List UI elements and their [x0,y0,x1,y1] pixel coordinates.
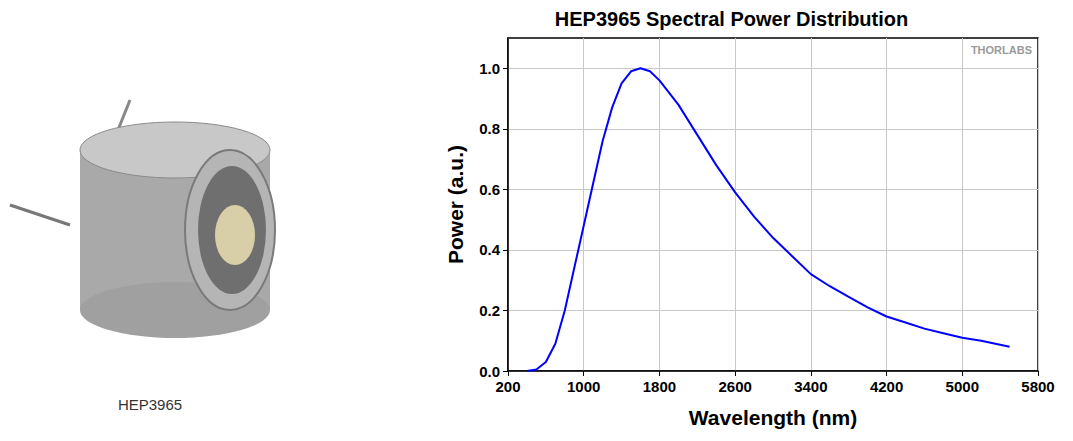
svg-text:1000: 1000 [567,378,600,395]
svg-text:5800: 5800 [1021,378,1054,395]
svg-text:4200: 4200 [870,378,903,395]
svg-text:2600: 2600 [718,378,751,395]
svg-text:0.0: 0.0 [479,363,500,380]
svg-text:1800: 1800 [643,378,676,395]
svg-text:3400: 3400 [794,378,827,395]
svg-text:HEP3965: HEP3965 [118,396,182,413]
svg-text:1.0: 1.0 [479,60,500,77]
svg-text:200: 200 [495,378,520,395]
svg-text:0.8: 0.8 [479,120,500,137]
svg-text:HEP3965 Spectral Power Distrib: HEP3965 Spectral Power Distribution [555,8,908,30]
svg-text:0.6: 0.6 [479,181,500,198]
svg-text:0.4: 0.4 [479,241,501,258]
svg-text:0.2: 0.2 [479,302,500,319]
svg-text:THORLABS: THORLABS [971,44,1032,56]
svg-text:Power (a.u.): Power (a.u.) [444,145,467,264]
svg-text:Wavelength (nm): Wavelength (nm) [689,406,857,429]
svg-text:5000: 5000 [946,378,979,395]
